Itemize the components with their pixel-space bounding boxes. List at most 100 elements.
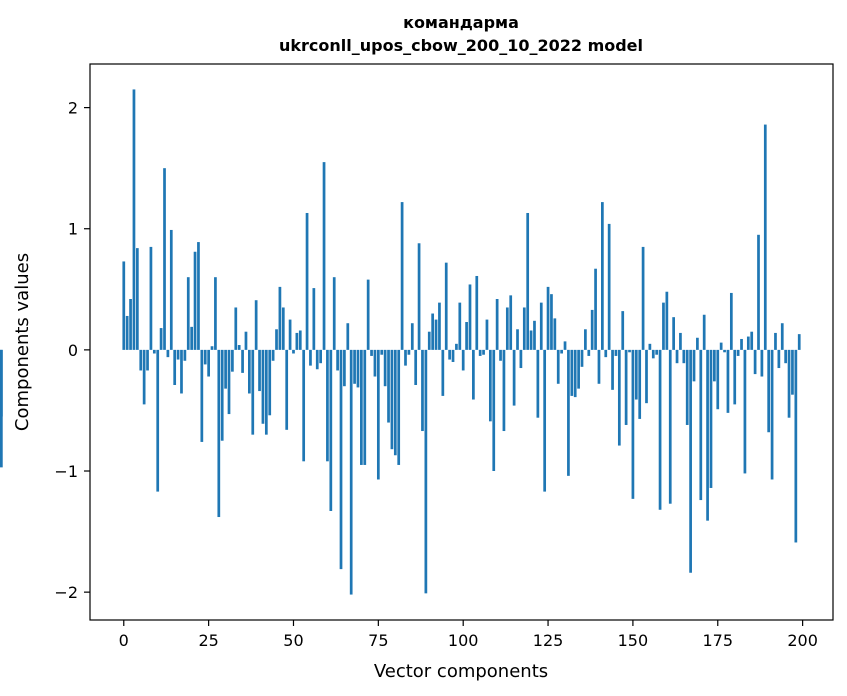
bar [655, 349, 659, 355]
bar [451, 349, 455, 362]
bar [699, 349, 703, 501]
bar [641, 246, 645, 350]
bar [434, 319, 438, 350]
bar [478, 349, 482, 356]
bar [468, 284, 472, 350]
bar [461, 349, 465, 371]
bar [237, 345, 241, 350]
x-tick-label: 25 [198, 631, 218, 650]
bar [716, 349, 720, 410]
bar [339, 349, 343, 570]
bar [794, 349, 798, 543]
bar [152, 349, 156, 354]
bar [760, 349, 764, 377]
bar [702, 314, 706, 350]
bar [397, 349, 401, 465]
bar [465, 322, 468, 350]
bar [505, 307, 509, 350]
bar [485, 319, 489, 350]
bar [658, 349, 662, 510]
bar [251, 349, 255, 435]
plot-frame [89, 63, 834, 621]
bar [787, 349, 791, 418]
bar [729, 292, 733, 350]
bar [780, 323, 784, 350]
bar [302, 349, 306, 462]
x-tick-label: 200 [787, 631, 818, 650]
bar [502, 349, 506, 432]
bar [407, 349, 411, 355]
bar [672, 317, 675, 350]
bar [719, 342, 723, 350]
bar [329, 349, 333, 511]
bar [604, 349, 608, 358]
bar [567, 349, 570, 476]
bar [410, 323, 414, 350]
bar [424, 349, 428, 594]
bar [682, 349, 686, 364]
bar [309, 349, 312, 366]
bar [373, 349, 377, 377]
bar [0, 349, 3, 468]
bar [275, 329, 278, 350]
bar [241, 349, 244, 373]
bar [159, 328, 163, 350]
bar [607, 223, 611, 350]
bar [288, 319, 292, 350]
bar [173, 349, 177, 385]
bar [590, 309, 594, 350]
bar [587, 349, 591, 356]
bar [546, 286, 550, 350]
bar [268, 349, 272, 416]
y-tick-label: 1 [68, 220, 78, 239]
bar [550, 294, 553, 350]
bar [278, 286, 282, 350]
bar [326, 349, 329, 462]
bar [149, 246, 153, 350]
bar [770, 349, 774, 480]
bar [441, 349, 445, 396]
bar [621, 311, 625, 350]
bar [305, 212, 309, 350]
bar [570, 349, 574, 396]
bar [129, 299, 132, 350]
bar [356, 349, 360, 388]
bar [757, 234, 760, 350]
bar [135, 248, 139, 350]
bar [675, 349, 679, 364]
x-axis-ticks: 0 25 50 75 100 125 150 175 200 [119, 620, 818, 650]
bar [746, 336, 750, 350]
bar [774, 332, 777, 350]
bar [125, 315, 129, 350]
bar [285, 349, 289, 430]
bar [376, 349, 380, 480]
bar [312, 288, 316, 350]
bar [631, 349, 635, 499]
bar [349, 349, 353, 595]
bar [203, 349, 207, 365]
bar [176, 349, 180, 360]
bar [234, 307, 238, 350]
bar [383, 349, 387, 387]
bar [536, 349, 540, 418]
bar [797, 334, 801, 350]
bar [186, 277, 190, 350]
bar [668, 349, 672, 504]
bar [580, 349, 584, 367]
bar [577, 349, 580, 389]
bar [763, 124, 767, 350]
bar [163, 168, 166, 350]
bar [614, 349, 618, 356]
x-tick-label: 125 [533, 631, 564, 650]
bar [122, 261, 126, 350]
bar [438, 302, 441, 350]
bar [390, 349, 394, 450]
bar [617, 349, 621, 446]
bar [417, 243, 421, 350]
bar [624, 349, 628, 425]
bar [516, 329, 519, 350]
x-tick-label: 75 [368, 631, 388, 650]
bar [292, 349, 295, 354]
bar [343, 349, 346, 387]
bar [526, 212, 530, 350]
